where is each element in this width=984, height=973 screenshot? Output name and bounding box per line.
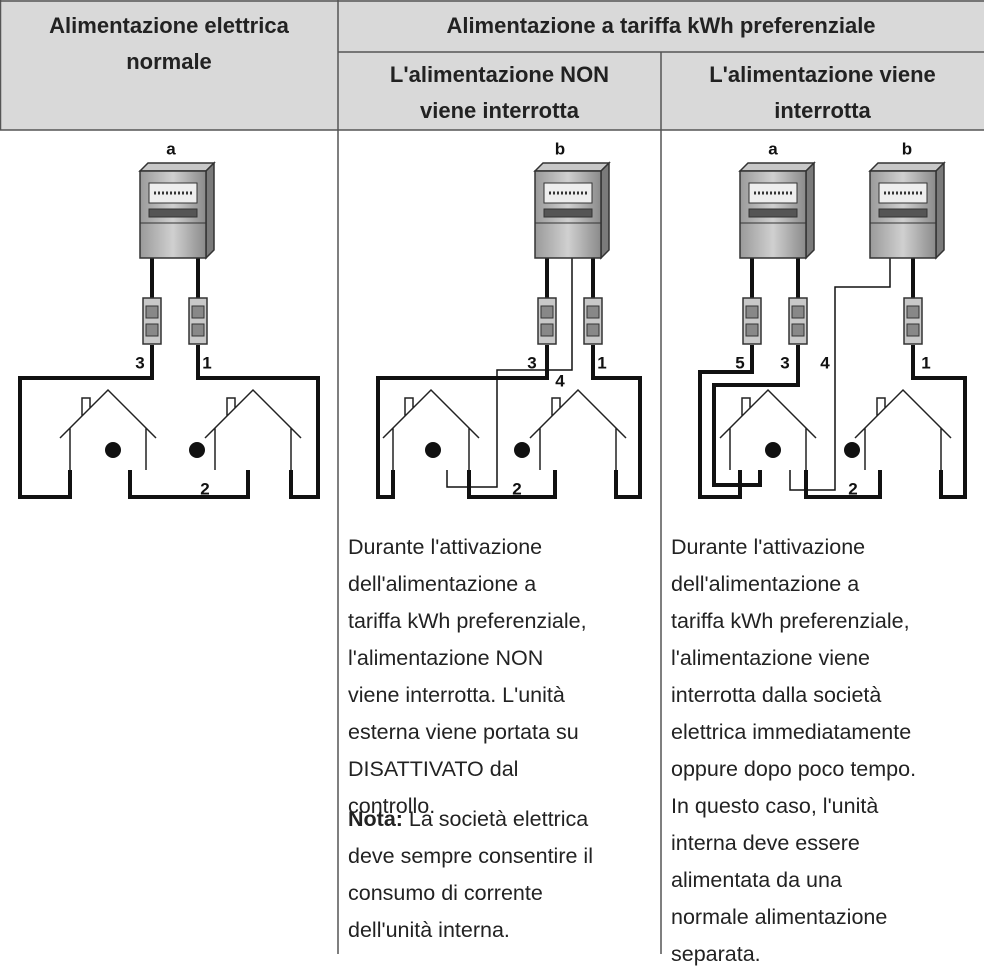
diagram-label: 2 [512, 479, 521, 498]
diagram-label: b [555, 139, 565, 158]
note-text: La società elettrica [408, 807, 589, 831]
text-line: dell'alimentazione a [671, 572, 860, 596]
header-normal: Alimentazione elettrica normale [0, 8, 338, 80]
header-line: interrotta [774, 98, 871, 123]
diagram-label: a [768, 139, 778, 158]
text-line: separata. [671, 942, 761, 966]
diagram-label: b [902, 139, 912, 158]
diagram-not-interrupted [376, 258, 642, 499]
header-not-interrupted: L'alimentazione NON viene interrotta [338, 57, 661, 129]
diagram-label: 3 [135, 353, 144, 372]
diagram-interrupted [698, 258, 967, 499]
diagram-label: 4 [555, 371, 565, 390]
text-line: interrotta dalla società [671, 683, 882, 707]
text-line: oppure dopo poco tempo. [671, 757, 917, 781]
text-line: elettrica immediatamente [671, 720, 912, 744]
header-line: Alimentazione elettrica [49, 13, 289, 38]
note-line: Nota: La società elettrica [348, 801, 593, 838]
text-line: Durante l'attivazione [671, 535, 866, 559]
text-line: consumo di corrente [348, 881, 543, 905]
text-not-interrupted: Durante l'attivazione dell'alimentazione … [348, 529, 587, 825]
text-line: deve sempre consentire il [348, 844, 593, 868]
text-line: tariffa kWh preferenziale, [671, 609, 910, 633]
header-line: L'alimentazione NON [389, 62, 610, 87]
text-line: viene interrotta. L'unità [348, 683, 565, 707]
text-line: normale alimentazione [671, 905, 888, 929]
header-line: normale [126, 49, 212, 74]
header-line: viene interrotta [420, 98, 579, 123]
text-line: interna deve essere [671, 831, 860, 855]
diagram-label: 2 [848, 479, 857, 498]
diagram-label: 1 [202, 353, 211, 372]
diagram-label: 4 [820, 353, 830, 372]
text-line: In questo caso, l'unità [671, 794, 879, 818]
diagram-normal [18, 258, 320, 499]
diagram-label: 3 [527, 353, 536, 372]
header-line: L'alimentazione viene [709, 62, 936, 87]
text-line: l'alimentazione NON [348, 646, 544, 670]
header-interrupted: L'alimentazione viene interrotta [661, 57, 984, 129]
diagram-label: 5 [735, 353, 744, 372]
header-preferential: Alimentazione a tariffa kWh preferenzial… [446, 13, 876, 38]
header-bg [0, 0, 984, 130]
text-line: Durante l'attivazione [348, 535, 543, 559]
text-line: tariffa kWh preferenziale, [348, 609, 587, 633]
text-interrupted: Durante l'attivazione dell'alimentazione … [671, 529, 916, 973]
text-line: dell'alimentazione a [348, 572, 537, 596]
text-line: DISATTIVATO dal [348, 757, 519, 781]
diagram-label: 1 [921, 353, 930, 372]
diagram-label: a [166, 139, 176, 158]
text-line: controllo. [348, 794, 436, 818]
note: Nota: La società elettrica deve sempre c… [348, 801, 593, 949]
text-line: esterna viene portata su [348, 720, 579, 744]
diagram-label: 3 [780, 353, 789, 372]
text-line: l'alimentazione viene [671, 646, 870, 670]
note-label: Nota: [348, 807, 403, 831]
text-line: dell'unità interna. [348, 918, 510, 942]
text-line: alimentata da una [671, 868, 842, 892]
diagram-label: 2 [200, 479, 209, 498]
diagram-label: 1 [597, 353, 606, 372]
